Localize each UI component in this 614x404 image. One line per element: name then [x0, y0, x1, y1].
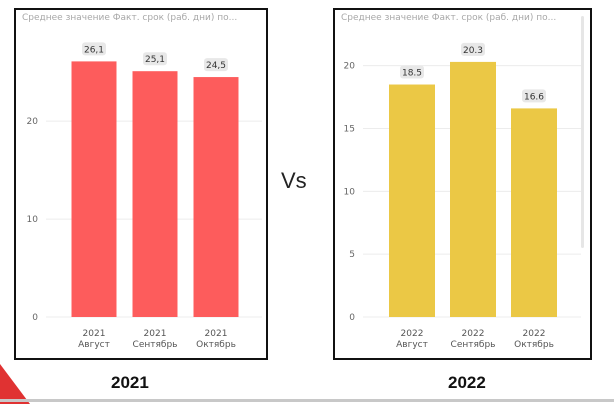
x-tick-label: Сентябрь: [451, 340, 496, 350]
data-label-background: [143, 52, 167, 66]
chart-title: Среднее значение Факт. срок (раб. дни) п…: [341, 13, 557, 23]
data-label: 25,1: [145, 55, 165, 65]
bar: [511, 108, 557, 318]
y-tick-label: 10: [27, 215, 39, 225]
bar: [71, 61, 117, 318]
scrollbar[interactable]: [581, 16, 584, 248]
year-label-2021: 2021: [111, 373, 149, 392]
data-label: 24,5: [206, 61, 226, 71]
x-tick-label: Октябрь: [196, 340, 236, 350]
y-tick-label: 20: [344, 62, 356, 72]
bar: [132, 71, 178, 317]
year-label-2022: 2022: [448, 373, 486, 392]
x-tick-label: 2022: [523, 329, 546, 339]
data-label-background: [82, 42, 106, 56]
red-corner-decoration: [0, 364, 30, 404]
y-tick-label: 0: [32, 313, 38, 323]
bottom-divider: [0, 399, 614, 402]
chart-title: Среднее значение Факт. срок (раб. дни) п…: [22, 13, 238, 23]
data-label: 16.6: [524, 92, 544, 102]
bar-chart-2022: 0510152018.52022Август20.32022Сентябрь16…: [344, 42, 581, 350]
data-label-background: [461, 42, 485, 56]
x-tick-label: 2021: [83, 329, 106, 339]
x-tick-label: Сентябрь: [133, 340, 178, 350]
chart-panel-2022: Среднее значение Факт. срок (раб. дни) п…: [333, 8, 592, 360]
y-tick-label: 5: [349, 250, 355, 260]
data-label-background: [204, 58, 228, 72]
x-tick-label: 2022: [401, 329, 424, 339]
versus-label: Vs: [281, 168, 307, 193]
bar: [193, 77, 239, 317]
x-tick-label: 2021: [144, 329, 167, 339]
bar: [389, 84, 435, 317]
bar: [450, 61, 496, 318]
data-label-background: [400, 65, 424, 79]
y-tick-label: 15: [344, 125, 355, 135]
x-tick-label: Август: [396, 340, 428, 350]
chart-panel-2021: Среднее значение Факт. срок (раб. дни) п…: [14, 8, 268, 360]
y-tick-label: 20: [27, 117, 39, 127]
data-label-background: [522, 89, 546, 103]
x-tick-label: 2022: [462, 329, 485, 339]
data-label: 20.3: [463, 46, 483, 56]
y-tick-label: 10: [344, 187, 356, 197]
x-tick-label: Август: [78, 340, 110, 350]
bar-chart-2021: 0102026,12021Август25,12021Сентябрь24,52…: [27, 42, 262, 350]
data-label: 18.5: [402, 69, 422, 79]
x-tick-label: 2021: [205, 329, 228, 339]
y-tick-label: 0: [349, 313, 355, 323]
data-label: 26,1: [84, 45, 104, 55]
x-tick-label: Октябрь: [514, 340, 554, 350]
